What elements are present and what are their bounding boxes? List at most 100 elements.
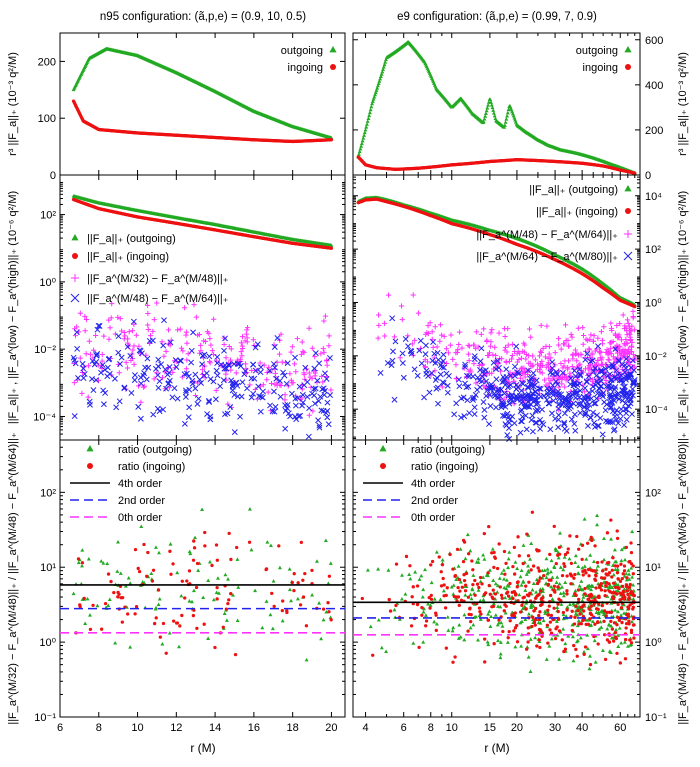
data-point <box>456 341 462 348</box>
data-point <box>481 326 487 332</box>
data-point <box>629 411 635 418</box>
data-point <box>373 90 378 95</box>
data-point <box>244 385 250 392</box>
data-point <box>169 394 176 401</box>
data-point <box>131 343 137 349</box>
data-point <box>297 396 303 402</box>
data-point <box>318 351 324 357</box>
data-point <box>172 357 179 364</box>
data-point <box>410 292 416 298</box>
data-point <box>269 408 276 415</box>
data-point <box>255 383 262 390</box>
data-point <box>203 370 210 377</box>
data-point <box>302 376 308 382</box>
data-point <box>256 393 263 400</box>
data-point <box>549 359 556 366</box>
data-point <box>89 375 95 382</box>
data-point <box>294 394 301 401</box>
data-point <box>272 403 279 410</box>
data-point <box>383 57 388 62</box>
data-point <box>282 407 289 414</box>
data-point <box>302 364 309 371</box>
data-point <box>82 313 88 320</box>
data-point <box>490 105 495 110</box>
data-point <box>75 375 81 381</box>
data-point <box>486 350 493 356</box>
data-point <box>503 120 508 124</box>
data-point <box>108 315 114 321</box>
data-point <box>116 370 122 376</box>
data-point <box>562 384 568 390</box>
data-point <box>274 335 281 341</box>
legend-label: ||F_a^(M/48) − F_a^(M/64)||₊ <box>87 293 229 305</box>
data-point <box>306 405 313 412</box>
data-point <box>625 320 631 326</box>
data-point <box>244 339 250 345</box>
y-tick-label: 400 <box>645 80 663 92</box>
data-point <box>206 358 213 365</box>
data-point <box>135 403 142 410</box>
data-point <box>121 329 127 336</box>
y-tick-label: 200 <box>38 56 56 68</box>
data-point <box>209 347 215 354</box>
data-point <box>471 361 477 367</box>
data-point <box>360 138 365 143</box>
data-point <box>239 353 245 359</box>
data-point <box>591 333 597 339</box>
data-point <box>82 328 88 334</box>
data-point <box>228 377 235 384</box>
data-point <box>170 369 176 375</box>
data-point <box>375 83 380 88</box>
data-point <box>375 86 380 90</box>
data-point <box>291 361 298 367</box>
data-point <box>317 393 324 400</box>
data-point <box>478 345 485 352</box>
data-point <box>204 329 211 335</box>
data-point <box>546 375 552 381</box>
data-point <box>373 92 377 97</box>
data-point <box>198 380 204 386</box>
data-point <box>277 377 283 384</box>
data-point <box>244 327 250 333</box>
data-point <box>145 364 152 371</box>
data-point <box>362 133 367 137</box>
data-point <box>599 431 606 438</box>
data-point <box>278 331 284 337</box>
data-point <box>213 387 219 393</box>
data-point <box>159 374 166 381</box>
data-point <box>121 384 128 391</box>
data-point <box>493 116 498 121</box>
data-point <box>511 420 518 427</box>
data-point <box>136 343 142 349</box>
data-point <box>451 411 458 418</box>
data-point <box>223 355 229 361</box>
data-point <box>434 344 440 350</box>
data-point <box>542 377 548 383</box>
data-point <box>310 408 316 414</box>
data-point <box>377 369 384 376</box>
data-point <box>366 116 371 121</box>
data-point <box>153 365 159 372</box>
data-point <box>207 360 213 366</box>
data-point <box>608 345 614 352</box>
data-point <box>131 361 137 367</box>
data-point <box>359 144 364 148</box>
data-point <box>356 152 361 156</box>
data-point <box>276 351 283 357</box>
data-point <box>260 382 266 388</box>
data-point <box>544 323 550 329</box>
data-point <box>130 318 137 325</box>
data-point <box>282 397 288 403</box>
data-point <box>292 413 299 420</box>
data-point <box>376 322 382 328</box>
data-point <box>109 301 115 307</box>
y-tick-label: 100 <box>38 113 56 125</box>
data-point <box>74 324 80 330</box>
data-point <box>196 350 203 356</box>
data-point <box>192 392 199 399</box>
data-point <box>90 387 97 394</box>
data-point <box>374 88 379 92</box>
data-point <box>321 318 327 324</box>
data-point <box>161 353 167 359</box>
